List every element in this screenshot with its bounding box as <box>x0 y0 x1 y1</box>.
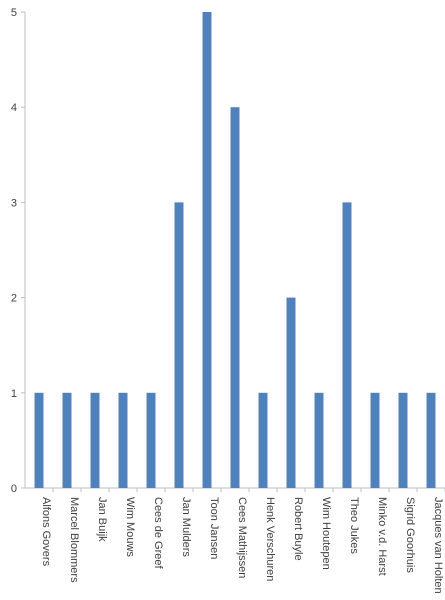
x-tick-label: Minko v.d. Harst <box>376 497 388 576</box>
y-tick-label: 2 <box>11 293 17 305</box>
x-tick-label: Alfons Govers <box>40 497 52 567</box>
bar-jan-mulders <box>174 202 184 488</box>
x-tick-label: Henk Verschuren <box>264 497 276 581</box>
bar-sigrid-goorhuis <box>398 392 408 488</box>
x-tick-label: Cees Mathijssen <box>236 497 248 578</box>
y-axis: 0 1 2 3 4 5 <box>11 7 26 495</box>
bar-alfons-govers <box>34 392 44 488</box>
y-tick-label: 1 <box>11 388 17 400</box>
bar-jacques-van-holten <box>426 392 436 488</box>
bar-theo-jukes <box>342 202 352 488</box>
x-tick-label: Wim Houtepen <box>320 497 332 570</box>
bar-cees-de-greef <box>146 392 156 488</box>
x-tick-label: Cees de Greef <box>152 497 164 569</box>
x-tick-labels: Alfons Govers Marcel Blommers Jan Buijk Wim… <box>40 497 444 594</box>
y-tick-label: 4 <box>11 102 17 114</box>
bar-henk-verschuren <box>258 392 268 488</box>
y-tick-label: 0 <box>11 483 17 495</box>
x-tick-label: Sigrid Goorhuis <box>404 497 416 573</box>
bar-marcel-blommers <box>62 392 72 488</box>
bar-wim-mouws <box>118 392 128 488</box>
bars <box>34 12 436 488</box>
x-tick-label: Robert Buyle <box>292 497 304 561</box>
x-tick-label: Marcel Blommers <box>68 497 80 583</box>
x-tick-label: Jan Mulders <box>180 497 192 557</box>
x-tick-label: Theo Jukes <box>348 497 360 554</box>
bar-minko-v-d-harst <box>370 392 380 488</box>
x-axis <box>25 487 445 492</box>
y-tick-label: 3 <box>11 197 17 209</box>
bar-robert-buyle <box>286 297 296 488</box>
bar-jan-buijk <box>90 392 100 488</box>
bar-cees-mathijssen <box>230 107 240 488</box>
bar-wim-houtepen <box>314 392 324 488</box>
x-tick-label: Toon Jansen <box>208 497 220 559</box>
x-tick-label: Wim Mouws <box>124 497 136 557</box>
y-tick-label: 5 <box>11 7 17 19</box>
x-tick-label: Jan Buijk <box>96 497 108 542</box>
x-tick-label: Jacques van Holten <box>432 497 444 594</box>
bar-toon-jansen <box>202 12 212 488</box>
